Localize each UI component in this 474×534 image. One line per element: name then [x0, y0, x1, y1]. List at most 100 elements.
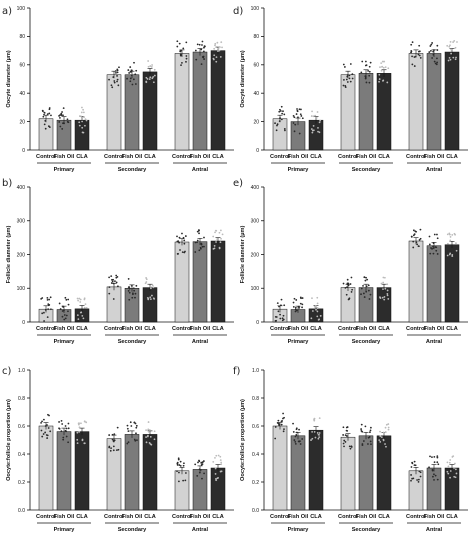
- data-point: [135, 69, 138, 72]
- data-point: [108, 292, 111, 295]
- data-point: [58, 115, 60, 117]
- data-point: [42, 115, 45, 118]
- data-point: [203, 236, 205, 239]
- y-axis-title: Oocyte diameter (µm): [240, 50, 246, 107]
- data-point: [274, 122, 276, 125]
- data-point: [417, 245, 420, 248]
- data-point: [185, 57, 188, 60]
- data-point: [411, 462, 414, 465]
- category-label: CLA: [446, 154, 458, 160]
- data-point: [298, 132, 301, 135]
- data-point: [310, 128, 313, 130]
- data-point: [149, 76, 152, 79]
- data-point: [446, 254, 449, 257]
- data-point: [41, 420, 43, 423]
- data-point: [118, 66, 120, 69]
- data-point: [367, 436, 370, 439]
- data-point: [81, 314, 84, 317]
- data-point: [62, 438, 65, 441]
- data-point: [381, 296, 384, 299]
- data-point: [346, 74, 349, 76]
- data-point: [279, 110, 282, 112]
- category-label: Fish Oil: [54, 154, 75, 160]
- data-point: [362, 440, 365, 442]
- category-label: Fish Oil: [288, 326, 309, 332]
- data-point: [112, 282, 115, 285]
- data-point: [181, 62, 183, 64]
- data-point: [152, 75, 155, 78]
- data-point: [76, 442, 79, 444]
- data-point: [434, 62, 437, 65]
- data-point: [148, 442, 151, 444]
- data-point: [411, 55, 413, 58]
- data-point: [183, 239, 186, 242]
- data-point: [367, 69, 370, 72]
- data-point: [115, 274, 118, 277]
- data-point: [176, 470, 178, 473]
- data-point: [367, 284, 370, 287]
- data-point: [347, 298, 350, 301]
- data-point: [282, 314, 285, 317]
- data-point: [280, 105, 283, 108]
- data-point: [79, 298, 82, 301]
- data-point: [201, 40, 204, 43]
- category-label: CLA: [212, 326, 224, 332]
- data-point: [128, 287, 131, 290]
- data-point: [429, 49, 432, 52]
- category-label: Fish Oil: [190, 154, 211, 160]
- data-point: [198, 468, 201, 471]
- data-point: [301, 303, 304, 306]
- category-label: Fish Oil: [424, 326, 445, 332]
- data-point: [454, 58, 457, 61]
- data-point: [212, 235, 215, 238]
- data-point: [184, 235, 187, 237]
- data-point: [113, 80, 116, 82]
- y-tick-label: 200: [251, 252, 260, 258]
- data-point: [203, 58, 205, 60]
- data-point: [410, 474, 412, 476]
- data-point: [381, 65, 384, 68]
- category-label: Fish Oil: [54, 326, 75, 332]
- data-point: [433, 49, 435, 51]
- data-point: [278, 110, 281, 113]
- data-point: [84, 118, 87, 121]
- data-point: [368, 65, 371, 68]
- group-label: Antral: [192, 527, 209, 533]
- y-tick-label: 60: [253, 63, 259, 69]
- data-point: [311, 297, 313, 300]
- data-point: [110, 282, 113, 284]
- data-point: [431, 248, 433, 250]
- data-point: [218, 46, 221, 48]
- data-point: [436, 455, 439, 458]
- data-point: [76, 438, 79, 441]
- data-point: [199, 247, 202, 250]
- data-point: [282, 412, 285, 415]
- data-point: [128, 72, 131, 74]
- data-point: [182, 464, 185, 467]
- bar-antral-control: [174, 470, 190, 511]
- data-point: [183, 462, 185, 465]
- data-point: [147, 60, 150, 62]
- data-point: [452, 56, 455, 59]
- data-point: [83, 442, 86, 445]
- data-point: [418, 470, 421, 473]
- data-point: [78, 121, 81, 124]
- data-point: [46, 424, 48, 426]
- bar-secondary-control: [106, 286, 122, 323]
- data-point: [185, 60, 187, 63]
- data-point: [314, 436, 317, 439]
- data-point: [410, 479, 412, 482]
- bar-secondary-fish-oil: [124, 288, 140, 323]
- data-point: [383, 60, 386, 63]
- data-point: [294, 306, 297, 309]
- data-point: [46, 113, 49, 116]
- data-point: [185, 472, 187, 474]
- data-point: [449, 58, 452, 61]
- category-label: CLA: [144, 326, 156, 332]
- data-point: [50, 308, 52, 311]
- data-point: [145, 80, 148, 83]
- data-point: [41, 435, 44, 438]
- data-point: [360, 428, 363, 430]
- data-point: [361, 444, 364, 447]
- y-tick-label: 0.8: [18, 396, 25, 402]
